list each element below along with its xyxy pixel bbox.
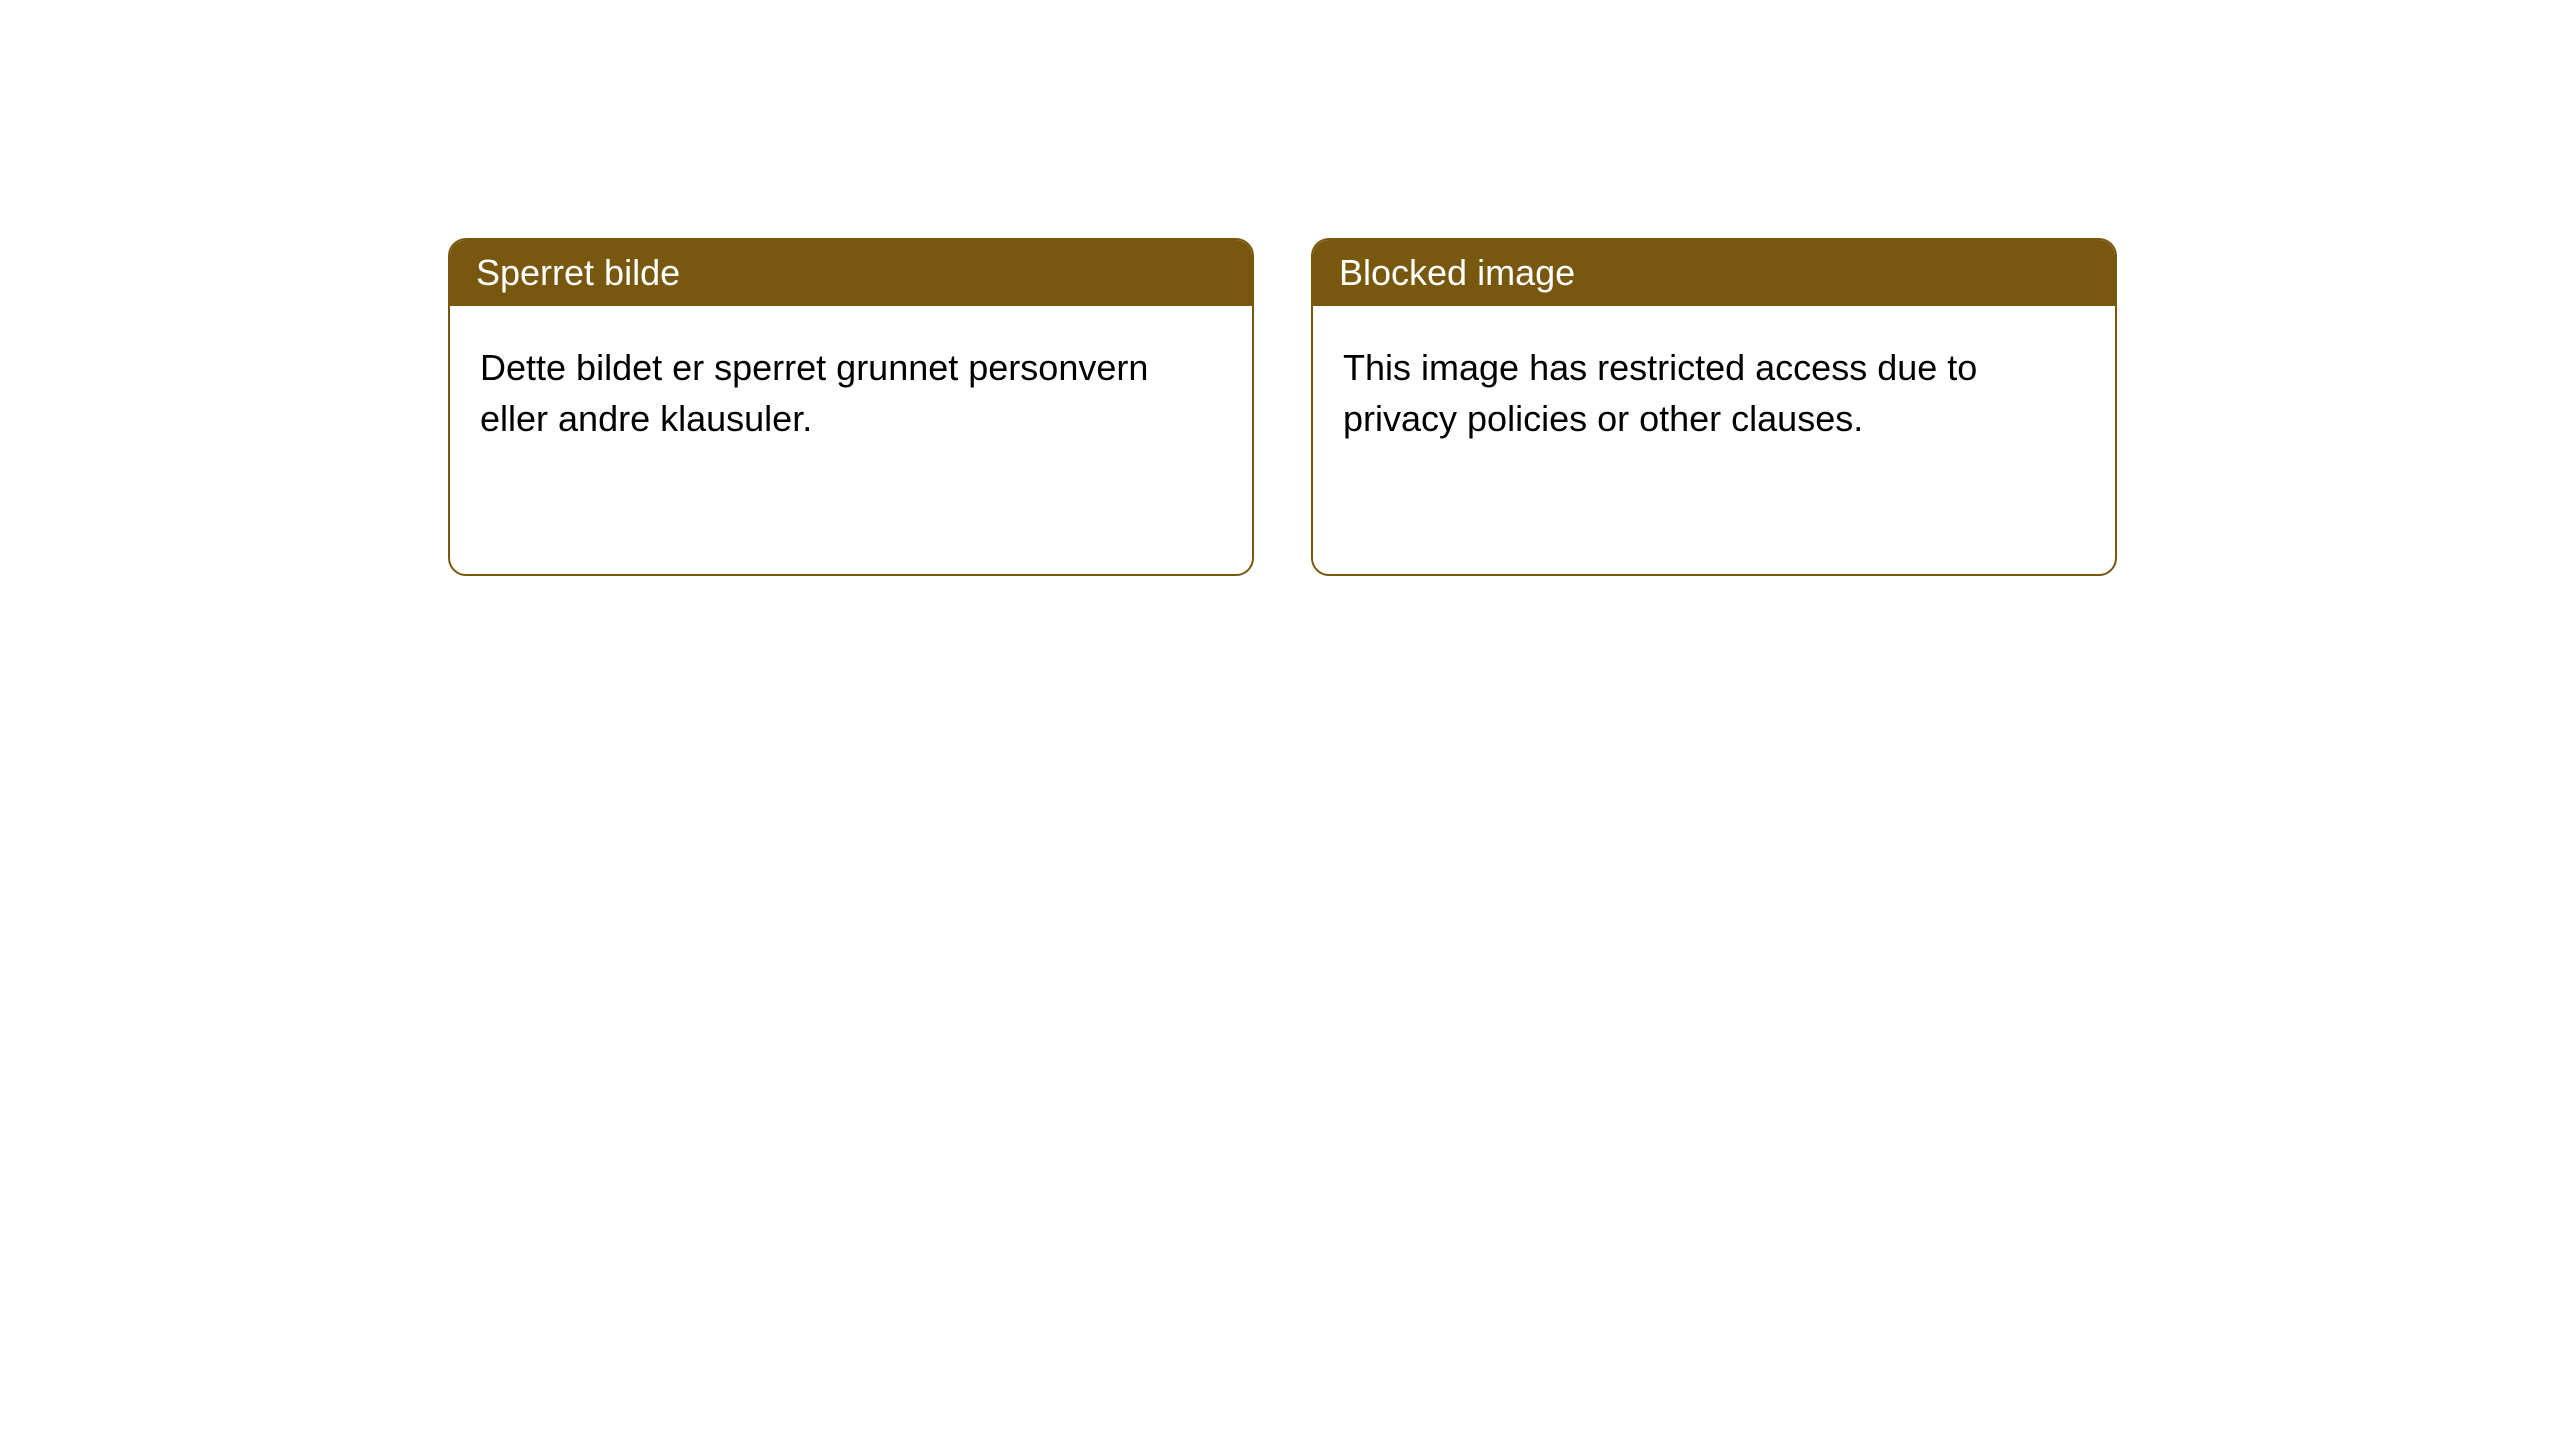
card-body-en: This image has restricted access due to … xyxy=(1313,306,2115,480)
blocked-image-notices: Sperret bilde Dette bildet er sperret gr… xyxy=(448,238,2117,576)
card-header-no: Sperret bilde xyxy=(450,240,1252,306)
card-body-no: Dette bildet er sperret grunnet personve… xyxy=(450,306,1252,480)
card-header-en: Blocked image xyxy=(1313,240,2115,306)
blocked-image-card-no: Sperret bilde Dette bildet er sperret gr… xyxy=(448,238,1254,576)
blocked-image-card-en: Blocked image This image has restricted … xyxy=(1311,238,2117,576)
